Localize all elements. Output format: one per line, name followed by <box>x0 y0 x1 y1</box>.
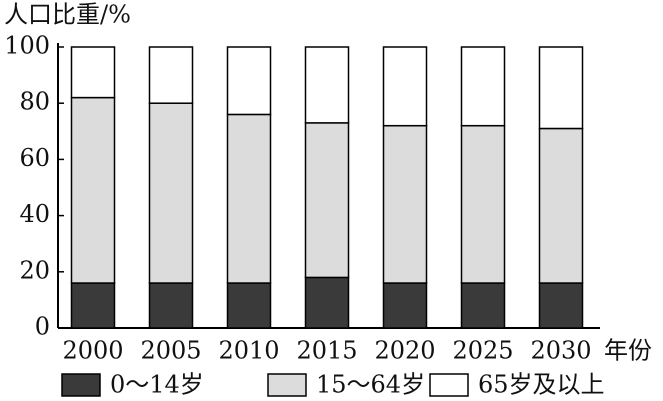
y-tick-label: 40 <box>19 200 50 228</box>
x-tick-label: 2010 <box>218 337 279 365</box>
y-tick-label: 0 <box>35 313 50 341</box>
bar-segment <box>538 127 584 284</box>
bar-segment <box>382 282 428 329</box>
y-tick-label: 100 <box>4 32 50 60</box>
y-tick-label: 80 <box>19 88 50 116</box>
bar-segment <box>538 46 584 130</box>
bar-segment <box>226 113 272 284</box>
legend-label: 65岁及以上 <box>478 371 605 399</box>
bar-segment <box>304 46 350 124</box>
bar-segment <box>226 46 272 116</box>
x-tick-label: 2000 <box>62 337 123 365</box>
bar-segment <box>382 46 428 127</box>
legend-label: 0～14岁 <box>110 371 204 399</box>
bar-segment <box>460 282 506 329</box>
bar-segment <box>304 122 350 279</box>
bar-segment <box>70 96 116 284</box>
bar-segment <box>70 282 116 329</box>
legend-swatch <box>429 373 469 397</box>
x-tick-label: 2015 <box>296 337 357 365</box>
bar-segment <box>382 124 428 284</box>
bar-segment <box>226 282 272 329</box>
x-tick-label: 2020 <box>374 337 435 365</box>
bar-segment <box>70 46 116 99</box>
bar-segment <box>304 276 350 329</box>
y-axis-label: 人口比重/% <box>4 1 131 29</box>
x-tick-label: 2030 <box>530 337 591 365</box>
legend-label: 15～64岁 <box>316 371 425 399</box>
bar-segment <box>460 46 506 127</box>
bar-segment <box>460 124 506 284</box>
bar-segment <box>538 282 584 329</box>
bar-segment <box>148 46 194 104</box>
y-tick-label: 20 <box>19 256 50 284</box>
x-axis-label: 年份 <box>604 337 652 365</box>
x-tick-label: 2025 <box>452 337 513 365</box>
y-tick-label: 60 <box>19 144 50 172</box>
bar-segment <box>148 282 194 329</box>
legend-swatch <box>267 373 307 397</box>
x-tick-label: 2005 <box>140 337 201 365</box>
bar-segment <box>148 102 194 284</box>
legend-swatch <box>61 373 101 397</box>
